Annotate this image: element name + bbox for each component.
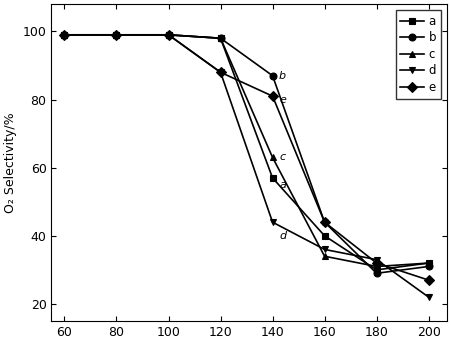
a [374, 268, 379, 272]
Line: e: e [61, 31, 432, 284]
b [62, 33, 67, 37]
d [270, 220, 275, 224]
c [166, 33, 171, 37]
e [166, 33, 171, 37]
Text: b: b [279, 71, 286, 81]
a [62, 33, 67, 37]
Text: a: a [279, 180, 286, 190]
a [166, 33, 171, 37]
Text: c: c [279, 152, 285, 163]
e [374, 261, 379, 265]
d [166, 33, 171, 37]
e [218, 70, 223, 74]
d [426, 295, 431, 299]
d [218, 70, 223, 74]
b [322, 220, 327, 224]
b [270, 74, 275, 78]
e [114, 33, 119, 37]
b [218, 36, 223, 40]
c [374, 264, 379, 269]
a [114, 33, 119, 37]
e [426, 278, 431, 282]
a [218, 36, 223, 40]
Line: c: c [61, 31, 432, 270]
e [322, 220, 327, 224]
Text: d: d [279, 231, 286, 241]
Line: d: d [61, 31, 432, 300]
c [114, 33, 119, 37]
b [166, 33, 171, 37]
d [322, 247, 327, 251]
a [322, 234, 327, 238]
b [114, 33, 119, 37]
e [62, 33, 67, 37]
d [374, 258, 379, 262]
b [426, 264, 431, 269]
b [374, 271, 379, 275]
Legend: a, b, c, d, e: a, b, c, d, e [396, 10, 441, 99]
a [270, 176, 275, 180]
c [270, 155, 275, 159]
Text: e: e [279, 95, 286, 105]
d [62, 33, 67, 37]
a [426, 261, 431, 265]
Y-axis label: O₂ Selectivity/%: O₂ Selectivity/% [4, 112, 17, 213]
Line: b: b [61, 31, 432, 277]
d [114, 33, 119, 37]
c [322, 254, 327, 258]
c [426, 261, 431, 265]
c [62, 33, 67, 37]
c [218, 36, 223, 40]
e [270, 94, 275, 98]
Line: a: a [61, 31, 432, 273]
